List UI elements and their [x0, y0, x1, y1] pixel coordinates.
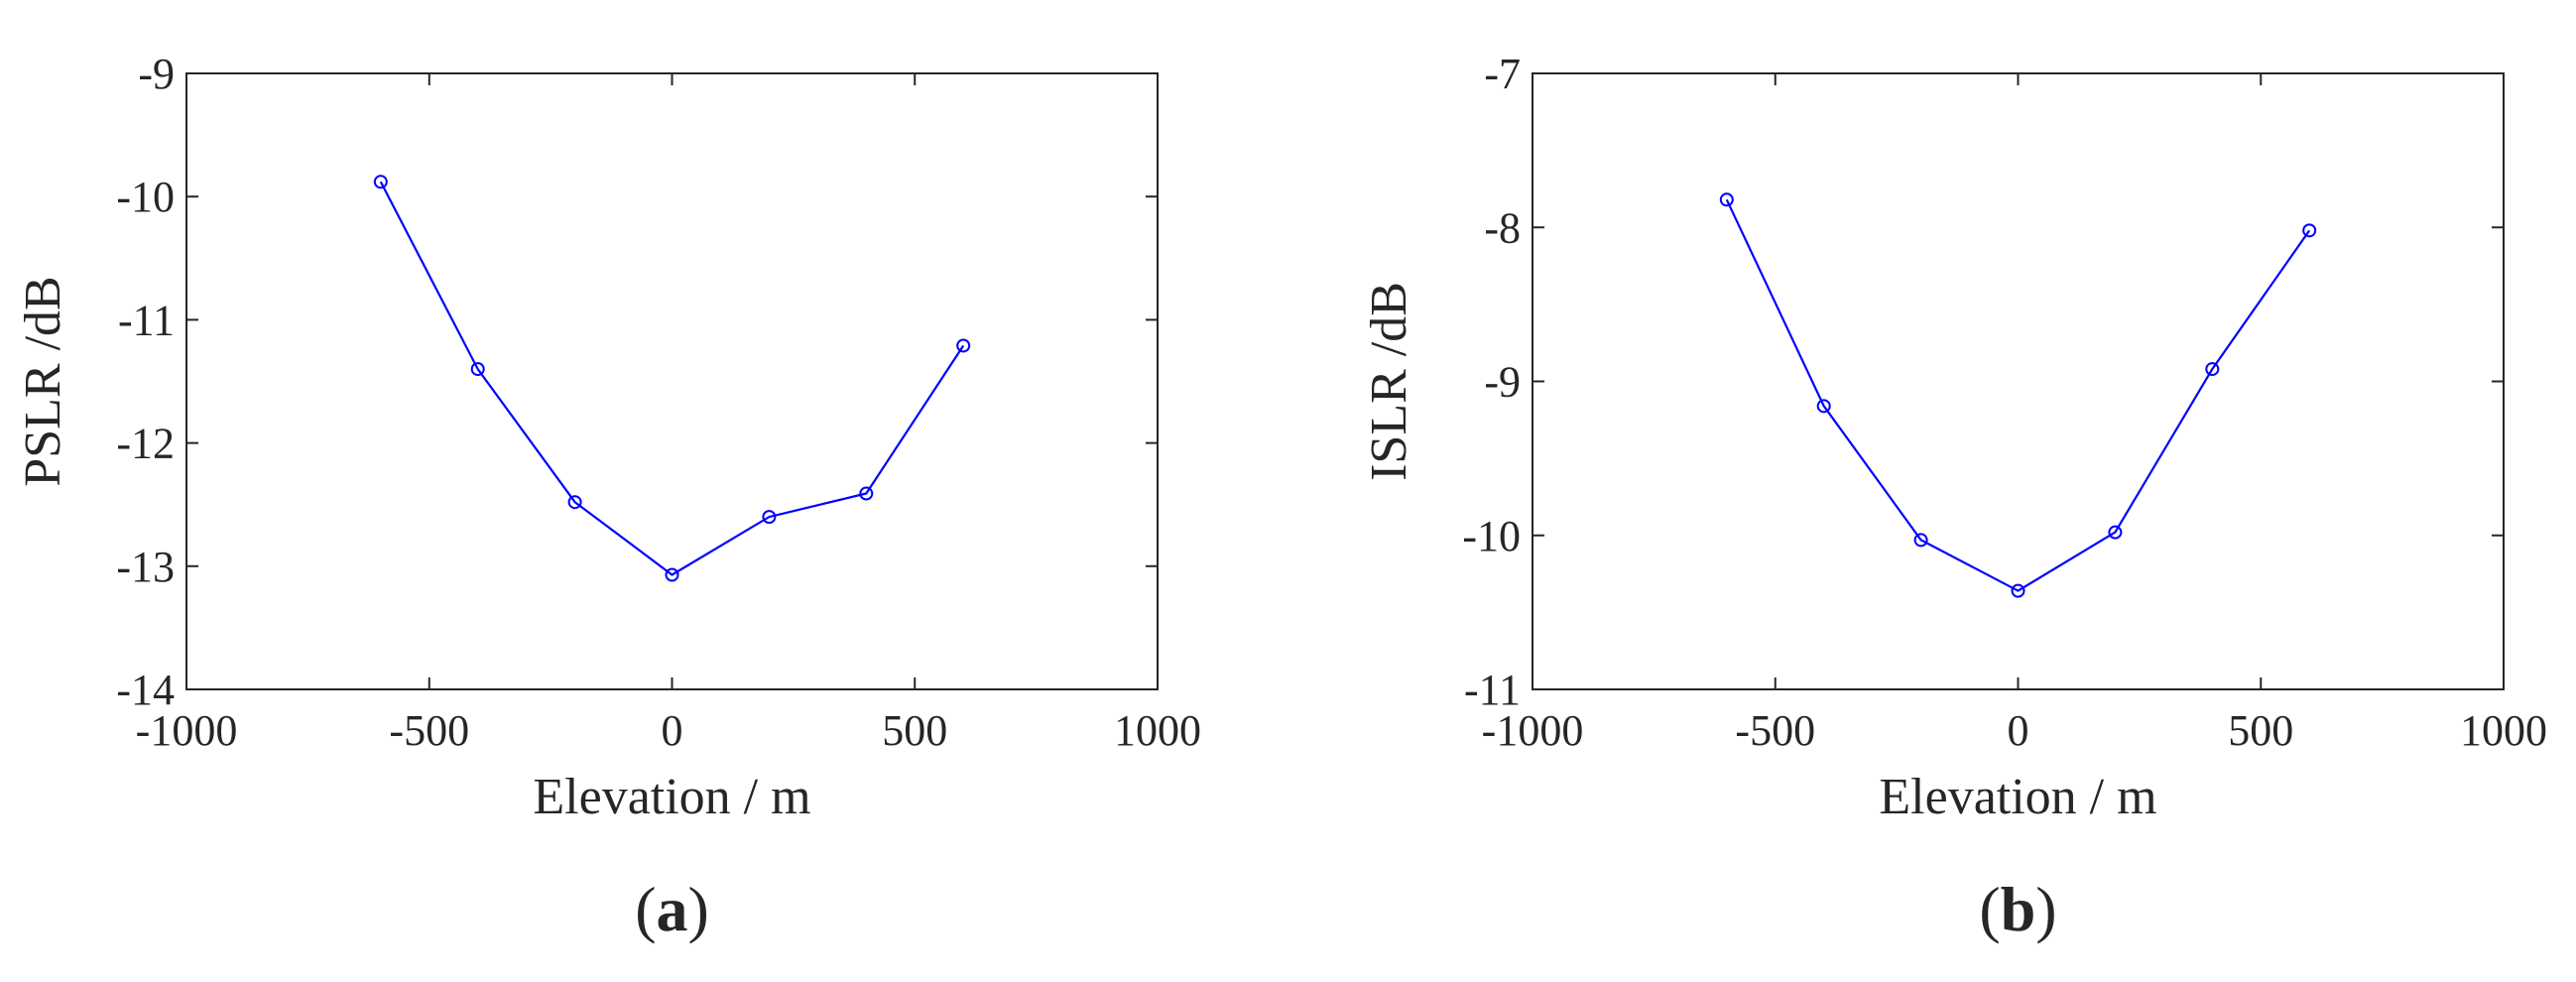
series-line [1725, 198, 2311, 592]
x-tick-label: 500 [882, 706, 947, 755]
y-axis-title: PSLR /dB [15, 276, 71, 486]
series-line [379, 181, 965, 576]
y-axis-title: ISLR /dB [1361, 282, 1417, 481]
data-point [567, 495, 582, 510]
x-tick-label: -1000 [136, 706, 238, 755]
data-point [859, 486, 874, 501]
x-tick-label: 0 [662, 706, 683, 755]
plot-area [185, 72, 1159, 690]
data-point [2011, 583, 2025, 598]
data-point [956, 338, 971, 353]
y-tick-label: -10 [116, 173, 175, 221]
y-tick-label: -13 [116, 543, 175, 591]
y-tick-label: -10 [1462, 512, 1521, 560]
data-point [2302, 223, 2317, 238]
y-tick-label: -11 [118, 296, 175, 344]
x-tick-label: 1000 [2460, 706, 2547, 755]
panel-label: (a) [635, 874, 709, 944]
x-tick-label: -1000 [1482, 706, 1584, 755]
chart-panel-b: -1000 -500 0 500 1000 -7 -8 -9 -10 -11 Elevation /… [1361, 50, 2547, 944]
x-tick-label: -500 [1735, 706, 1815, 755]
x-tick-label: -500 [389, 706, 469, 755]
x-tick-label: 0 [2008, 706, 2029, 755]
panel-label: (b) [1979, 874, 2056, 944]
data-point [1913, 533, 1928, 548]
chart-panel-a: -1000 -500 0 500 1000 -9 -10 -11 -12 -13 -14 Elevat… [15, 50, 1201, 944]
y-tick-label: -12 [116, 420, 175, 468]
data-point [470, 362, 485, 377]
data-point [1719, 192, 1734, 207]
x-axis-title: Elevation / m [1879, 769, 2156, 825]
y-tick-label: -8 [1484, 203, 1521, 252]
x-axis-title: Elevation / m [533, 769, 810, 825]
y-tick-label: -9 [1484, 358, 1521, 407]
y-tick-label: -7 [1484, 50, 1521, 98]
data-point [373, 175, 388, 189]
x-tick-label: 500 [2228, 706, 2293, 755]
data-point [2205, 362, 2220, 377]
data-point [762, 510, 777, 525]
y-tick-label: -9 [138, 50, 175, 98]
y-tick-label: -14 [116, 666, 175, 714]
data-point [2108, 525, 2123, 540]
data-point [1816, 399, 1831, 414]
x-tick-label: 1000 [1114, 706, 1201, 755]
data-point [665, 567, 679, 582]
y-tick-label: -11 [1464, 666, 1521, 714]
